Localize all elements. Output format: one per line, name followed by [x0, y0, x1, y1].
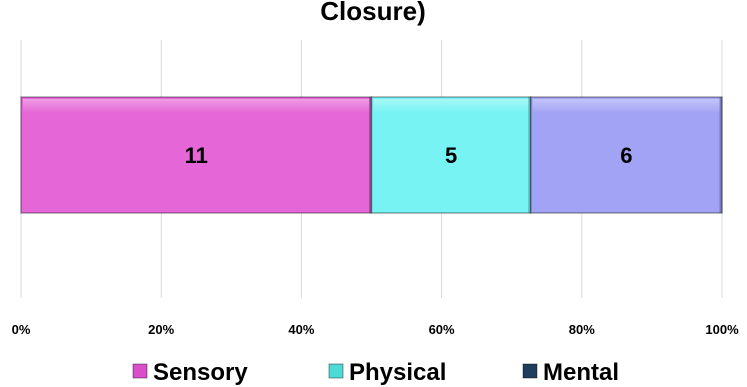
data-label-mental: 6 — [620, 143, 632, 168]
legend-swatch — [132, 363, 148, 379]
data-label-sensory: 11 — [185, 143, 208, 168]
legend-label: Mental — [543, 359, 619, 386]
chart-title: Closure) — [320, 0, 425, 26]
data-label-physical: 5 — [445, 143, 457, 168]
bar-physical — [370, 96, 532, 214]
bar-segment-sensory: 11 — [20, 96, 373, 214]
x-tick-label: 0% — [12, 322, 31, 337]
x-axis-tick-labels: 0% 20% 40% 60% 80% 100% — [12, 322, 739, 337]
x-tick-label: 100% — [705, 322, 739, 337]
legend-item-physical: Physical — [328, 359, 446, 386]
legend-label: Sensory — [153, 359, 248, 386]
legend-item-sensory: Sensory — [132, 359, 248, 386]
legend-label: Physical — [349, 359, 446, 386]
bar-segment-mental: 6 — [530, 96, 723, 214]
bar-segment-physical: 5 — [370, 96, 532, 214]
bar-highlight — [373, 99, 529, 113]
x-tick-label: 40% — [288, 322, 314, 337]
bar-mental — [530, 96, 723, 214]
legend-swatch — [328, 363, 344, 379]
legend-swatch — [522, 363, 538, 379]
x-tick-label: 20% — [148, 322, 174, 337]
bar-sensory — [20, 96, 373, 214]
x-tick-label: 60% — [429, 322, 455, 337]
stacked-bar: 11 5 6 — [20, 96, 723, 214]
legend-item-mental: Mental — [522, 359, 619, 386]
x-tick-label: 80% — [569, 322, 595, 337]
bar-highlight — [532, 99, 720, 113]
bar-highlight — [23, 99, 370, 113]
legend: Sensory Physical Mental — [132, 359, 619, 386]
